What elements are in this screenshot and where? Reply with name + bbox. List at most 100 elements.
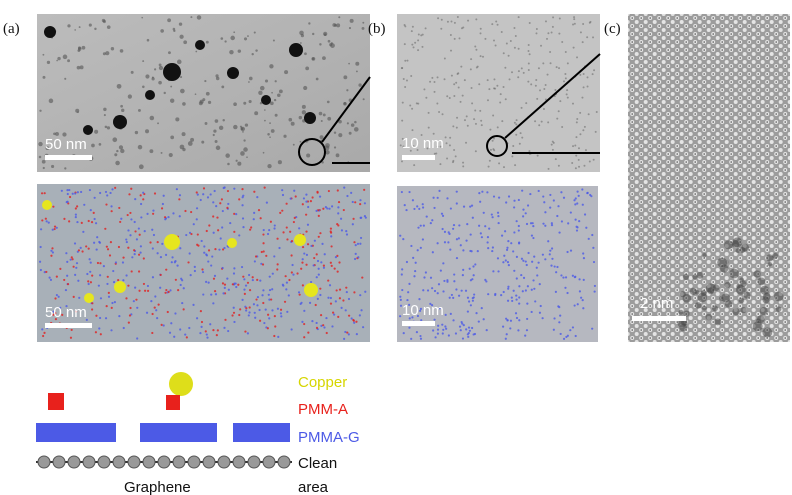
debris — [249, 77, 253, 81]
dot — [184, 333, 186, 335]
dot — [147, 285, 149, 287]
dot — [415, 262, 417, 264]
dot — [488, 227, 490, 229]
copper-dot — [304, 283, 318, 297]
dot — [66, 201, 68, 203]
scale-bar — [402, 321, 435, 326]
disorder — [760, 286, 769, 295]
debris — [574, 23, 576, 25]
debris — [583, 73, 585, 75]
dot — [163, 195, 165, 197]
debris — [120, 149, 124, 153]
dot — [189, 252, 191, 254]
dot — [442, 262, 444, 264]
dot — [441, 228, 443, 230]
debris — [453, 95, 455, 97]
dot — [44, 192, 46, 194]
debris — [528, 69, 530, 71]
dot — [210, 193, 212, 195]
dot — [120, 218, 122, 220]
dot — [323, 326, 325, 328]
debris — [548, 168, 550, 170]
dot — [319, 294, 321, 296]
dot — [98, 285, 100, 287]
debris — [563, 80, 565, 82]
dot — [446, 197, 448, 199]
dot — [194, 266, 196, 268]
dot — [91, 302, 93, 304]
dot — [303, 323, 305, 325]
dot — [108, 296, 110, 298]
dot — [401, 191, 403, 193]
dot — [467, 297, 469, 299]
scale-bar-label: 10 nm — [402, 135, 444, 152]
dot — [241, 188, 243, 190]
dot — [560, 274, 562, 276]
graphene-atoms — [38, 456, 290, 468]
dot — [316, 322, 318, 324]
debris — [512, 145, 514, 147]
disorder — [740, 307, 746, 313]
dot — [483, 318, 485, 320]
dot — [48, 221, 50, 223]
debris — [230, 36, 235, 41]
dot — [186, 336, 188, 338]
dot — [591, 234, 593, 236]
dot — [450, 207, 452, 209]
dot — [233, 307, 235, 309]
debris — [494, 88, 496, 90]
debris — [418, 34, 420, 36]
dot — [410, 338, 412, 340]
dot — [549, 253, 551, 255]
dot — [505, 338, 507, 340]
debris — [573, 16, 575, 18]
debris — [417, 49, 419, 51]
dot — [242, 195, 244, 197]
debris — [216, 77, 219, 80]
dot — [75, 214, 77, 216]
dot — [570, 211, 572, 213]
debris — [462, 95, 464, 97]
debris — [487, 99, 489, 101]
dot — [263, 250, 265, 252]
dot — [408, 191, 410, 193]
dot — [518, 242, 520, 244]
dot — [578, 220, 580, 222]
dot — [336, 289, 338, 291]
debris — [254, 31, 256, 33]
dot — [521, 258, 523, 260]
debris — [487, 79, 489, 81]
dot — [513, 270, 515, 272]
dot — [563, 197, 565, 199]
dot — [474, 263, 476, 265]
dot — [518, 302, 520, 304]
dot — [290, 198, 292, 200]
dot — [271, 288, 273, 290]
dot — [348, 333, 350, 335]
dot — [465, 290, 467, 292]
debris — [197, 15, 202, 20]
dot — [70, 259, 72, 261]
dot — [487, 236, 489, 238]
dot — [544, 225, 546, 227]
disorder — [713, 284, 720, 291]
debris — [404, 86, 406, 88]
debris — [233, 102, 237, 106]
dot — [569, 329, 571, 331]
dot — [268, 294, 270, 296]
dot — [107, 248, 109, 250]
dot — [218, 249, 220, 251]
dot — [461, 321, 463, 323]
dot — [498, 197, 500, 199]
debris — [455, 82, 457, 84]
debris — [520, 132, 522, 134]
atom — [98, 456, 110, 468]
particle — [289, 43, 303, 57]
scale-bar-label: 10 nm — [402, 302, 444, 319]
scale-bar-label: 50 nm — [45, 136, 87, 153]
dot — [442, 332, 444, 334]
debris — [322, 56, 326, 60]
debris — [39, 110, 41, 112]
dot — [438, 283, 440, 285]
dot — [88, 283, 90, 285]
